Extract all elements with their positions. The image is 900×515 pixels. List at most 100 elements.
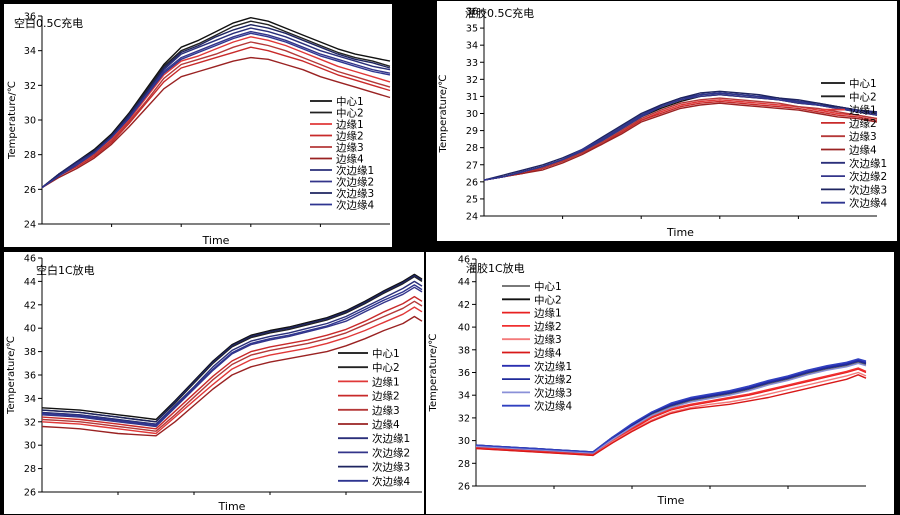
legend-label: 次边缘3 bbox=[336, 187, 374, 200]
y-tick-label: 26 bbox=[24, 185, 36, 196]
legend-label: 中心2 bbox=[849, 90, 877, 103]
y-tick-label: 32 bbox=[458, 413, 470, 424]
y-tick-label: 36 bbox=[458, 368, 470, 379]
legend-label: 边缘3 bbox=[372, 404, 400, 417]
legend-label: 边缘3 bbox=[534, 333, 562, 346]
legend-label: 中心1 bbox=[849, 77, 877, 90]
legend-label: 次边缘3 bbox=[849, 183, 887, 196]
x-axis-label: Time bbox=[218, 500, 246, 513]
y-tick-label: 26 bbox=[466, 177, 478, 188]
y-tick-label: 40 bbox=[458, 323, 470, 334]
legend-label: 次边缘3 bbox=[534, 386, 572, 399]
series-line-1 bbox=[483, 93, 878, 181]
y-tick-label: 28 bbox=[458, 459, 470, 470]
series-line-6 bbox=[475, 374, 867, 457]
y-axis-label: Temperature/℃ bbox=[7, 81, 18, 160]
y-tick-label: 30 bbox=[24, 116, 36, 127]
y-tick-label: 46 bbox=[24, 254, 36, 265]
series-line-9 bbox=[483, 90, 878, 181]
legend-label: 边缘4 bbox=[336, 153, 364, 166]
chart-title: 灌胶1C放电 bbox=[466, 261, 525, 275]
legend-label: 次边缘1 bbox=[849, 157, 887, 170]
legend-label: 中心1 bbox=[336, 95, 364, 108]
legend-label: 边缘1 bbox=[534, 307, 562, 320]
legend-label: 边缘3 bbox=[336, 141, 364, 154]
series-line-6 bbox=[41, 56, 391, 189]
legend-label: 边缘1 bbox=[372, 375, 400, 388]
series-line-5 bbox=[41, 41, 391, 189]
legend-label: 中心2 bbox=[534, 293, 562, 306]
chart-panel-potted-0.5c-charge: 24 25 26 27 28 29 30 31 32 33 34 35 36 灌胶0.5C充电 Time Te… bbox=[437, 1, 897, 241]
y-tick-label: 44 bbox=[24, 277, 36, 288]
series-line-6 bbox=[41, 315, 423, 437]
series-line-4 bbox=[41, 46, 391, 189]
legend-label: 次边缘4 bbox=[534, 400, 572, 413]
chart-title: 灌胶0.5C充电 bbox=[465, 6, 534, 20]
series-line-9 bbox=[41, 24, 391, 189]
y-tick-label: 34 bbox=[458, 391, 470, 402]
y-tick-label: 42 bbox=[24, 300, 36, 311]
y-tick-label: 28 bbox=[24, 464, 36, 475]
chart-title: 空白0.5C充电 bbox=[14, 16, 83, 30]
legend-label: 中心2 bbox=[372, 361, 400, 374]
legend-label: 次边缘2 bbox=[534, 373, 572, 386]
y-tick-label: 38 bbox=[458, 345, 470, 356]
y-tick-label: 40 bbox=[24, 324, 36, 335]
legend-label: 次边缘1 bbox=[336, 164, 374, 177]
y-tick-label: 28 bbox=[24, 150, 36, 161]
y-tick-label: 30 bbox=[466, 109, 478, 120]
series-line-1 bbox=[41, 273, 423, 421]
series-line-5 bbox=[483, 97, 878, 181]
legend-label: 次边缘3 bbox=[372, 461, 410, 474]
series-line-1 bbox=[41, 16, 391, 189]
y-tick-label: 46 bbox=[458, 255, 470, 266]
series-line-8 bbox=[41, 286, 423, 428]
y-tick-label: 35 bbox=[466, 24, 478, 35]
y-tick-label: 42 bbox=[458, 300, 470, 311]
chart-panel-blank-0.5c-charge: 24 26 28 30 32 34 36 空白0.5C充电 Time Temperature/℃ 中… bbox=[4, 4, 392, 247]
series-line-10 bbox=[41, 284, 423, 427]
legend-label: 边缘2 bbox=[849, 117, 877, 130]
legend-label: 次边缘2 bbox=[336, 176, 374, 189]
legend-label: 次边缘4 bbox=[849, 197, 887, 210]
y-tick-label: 32 bbox=[24, 417, 36, 428]
y-tick-label: 30 bbox=[24, 441, 36, 452]
y-tick-label: 44 bbox=[458, 277, 470, 288]
y-tick-label: 36 bbox=[24, 371, 36, 382]
x-axis-label: Time bbox=[202, 234, 230, 247]
y-tick-label: 26 bbox=[24, 488, 36, 499]
y-axis-label: Temperature/℃ bbox=[438, 75, 449, 154]
legend-label: 边缘4 bbox=[849, 144, 877, 157]
series-line-3 bbox=[41, 306, 423, 435]
y-tick-label: 36 bbox=[24, 12, 36, 23]
x-axis-label: Time bbox=[666, 226, 694, 239]
series-line-2 bbox=[41, 276, 423, 423]
y-tick-label: 34 bbox=[24, 394, 36, 405]
y-tick-label: 27 bbox=[466, 160, 478, 171]
legend-label: 边缘2 bbox=[534, 320, 562, 333]
y-axis-label: Temperature/℃ bbox=[428, 334, 439, 413]
legend-label: 边缘4 bbox=[372, 418, 400, 431]
legend-label: 次边缘1 bbox=[534, 360, 572, 373]
legend-label: 次边缘2 bbox=[849, 170, 887, 183]
series-line-9 bbox=[41, 274, 423, 423]
legend-label: 边缘1 bbox=[849, 104, 877, 117]
chart-panel-blank-1c-discharge: 26 28 30 32 34 36 38 40 42 44 46 空白1C放电 Time Temperat… bbox=[4, 252, 424, 514]
legend-label: 次边缘1 bbox=[372, 432, 410, 445]
y-tick-label: 38 bbox=[24, 347, 36, 358]
legend-label: 次边缘4 bbox=[336, 199, 374, 212]
legend-label: 中心2 bbox=[336, 107, 364, 120]
legend-label: 边缘4 bbox=[534, 347, 562, 360]
chart-title: 空白1C放电 bbox=[36, 263, 95, 277]
y-tick-label: 33 bbox=[466, 58, 478, 69]
legend-label: 中心1 bbox=[534, 280, 562, 293]
series-line-4 bbox=[41, 295, 423, 430]
y-tick-label: 26 bbox=[458, 482, 470, 493]
series-line-10 bbox=[41, 32, 391, 189]
y-tick-label: 25 bbox=[466, 194, 478, 205]
y-tick-label: 31 bbox=[466, 92, 478, 103]
legend-label: 次边缘4 bbox=[372, 475, 410, 488]
y-tick-label: 32 bbox=[24, 81, 36, 92]
series-line-5 bbox=[41, 300, 423, 432]
